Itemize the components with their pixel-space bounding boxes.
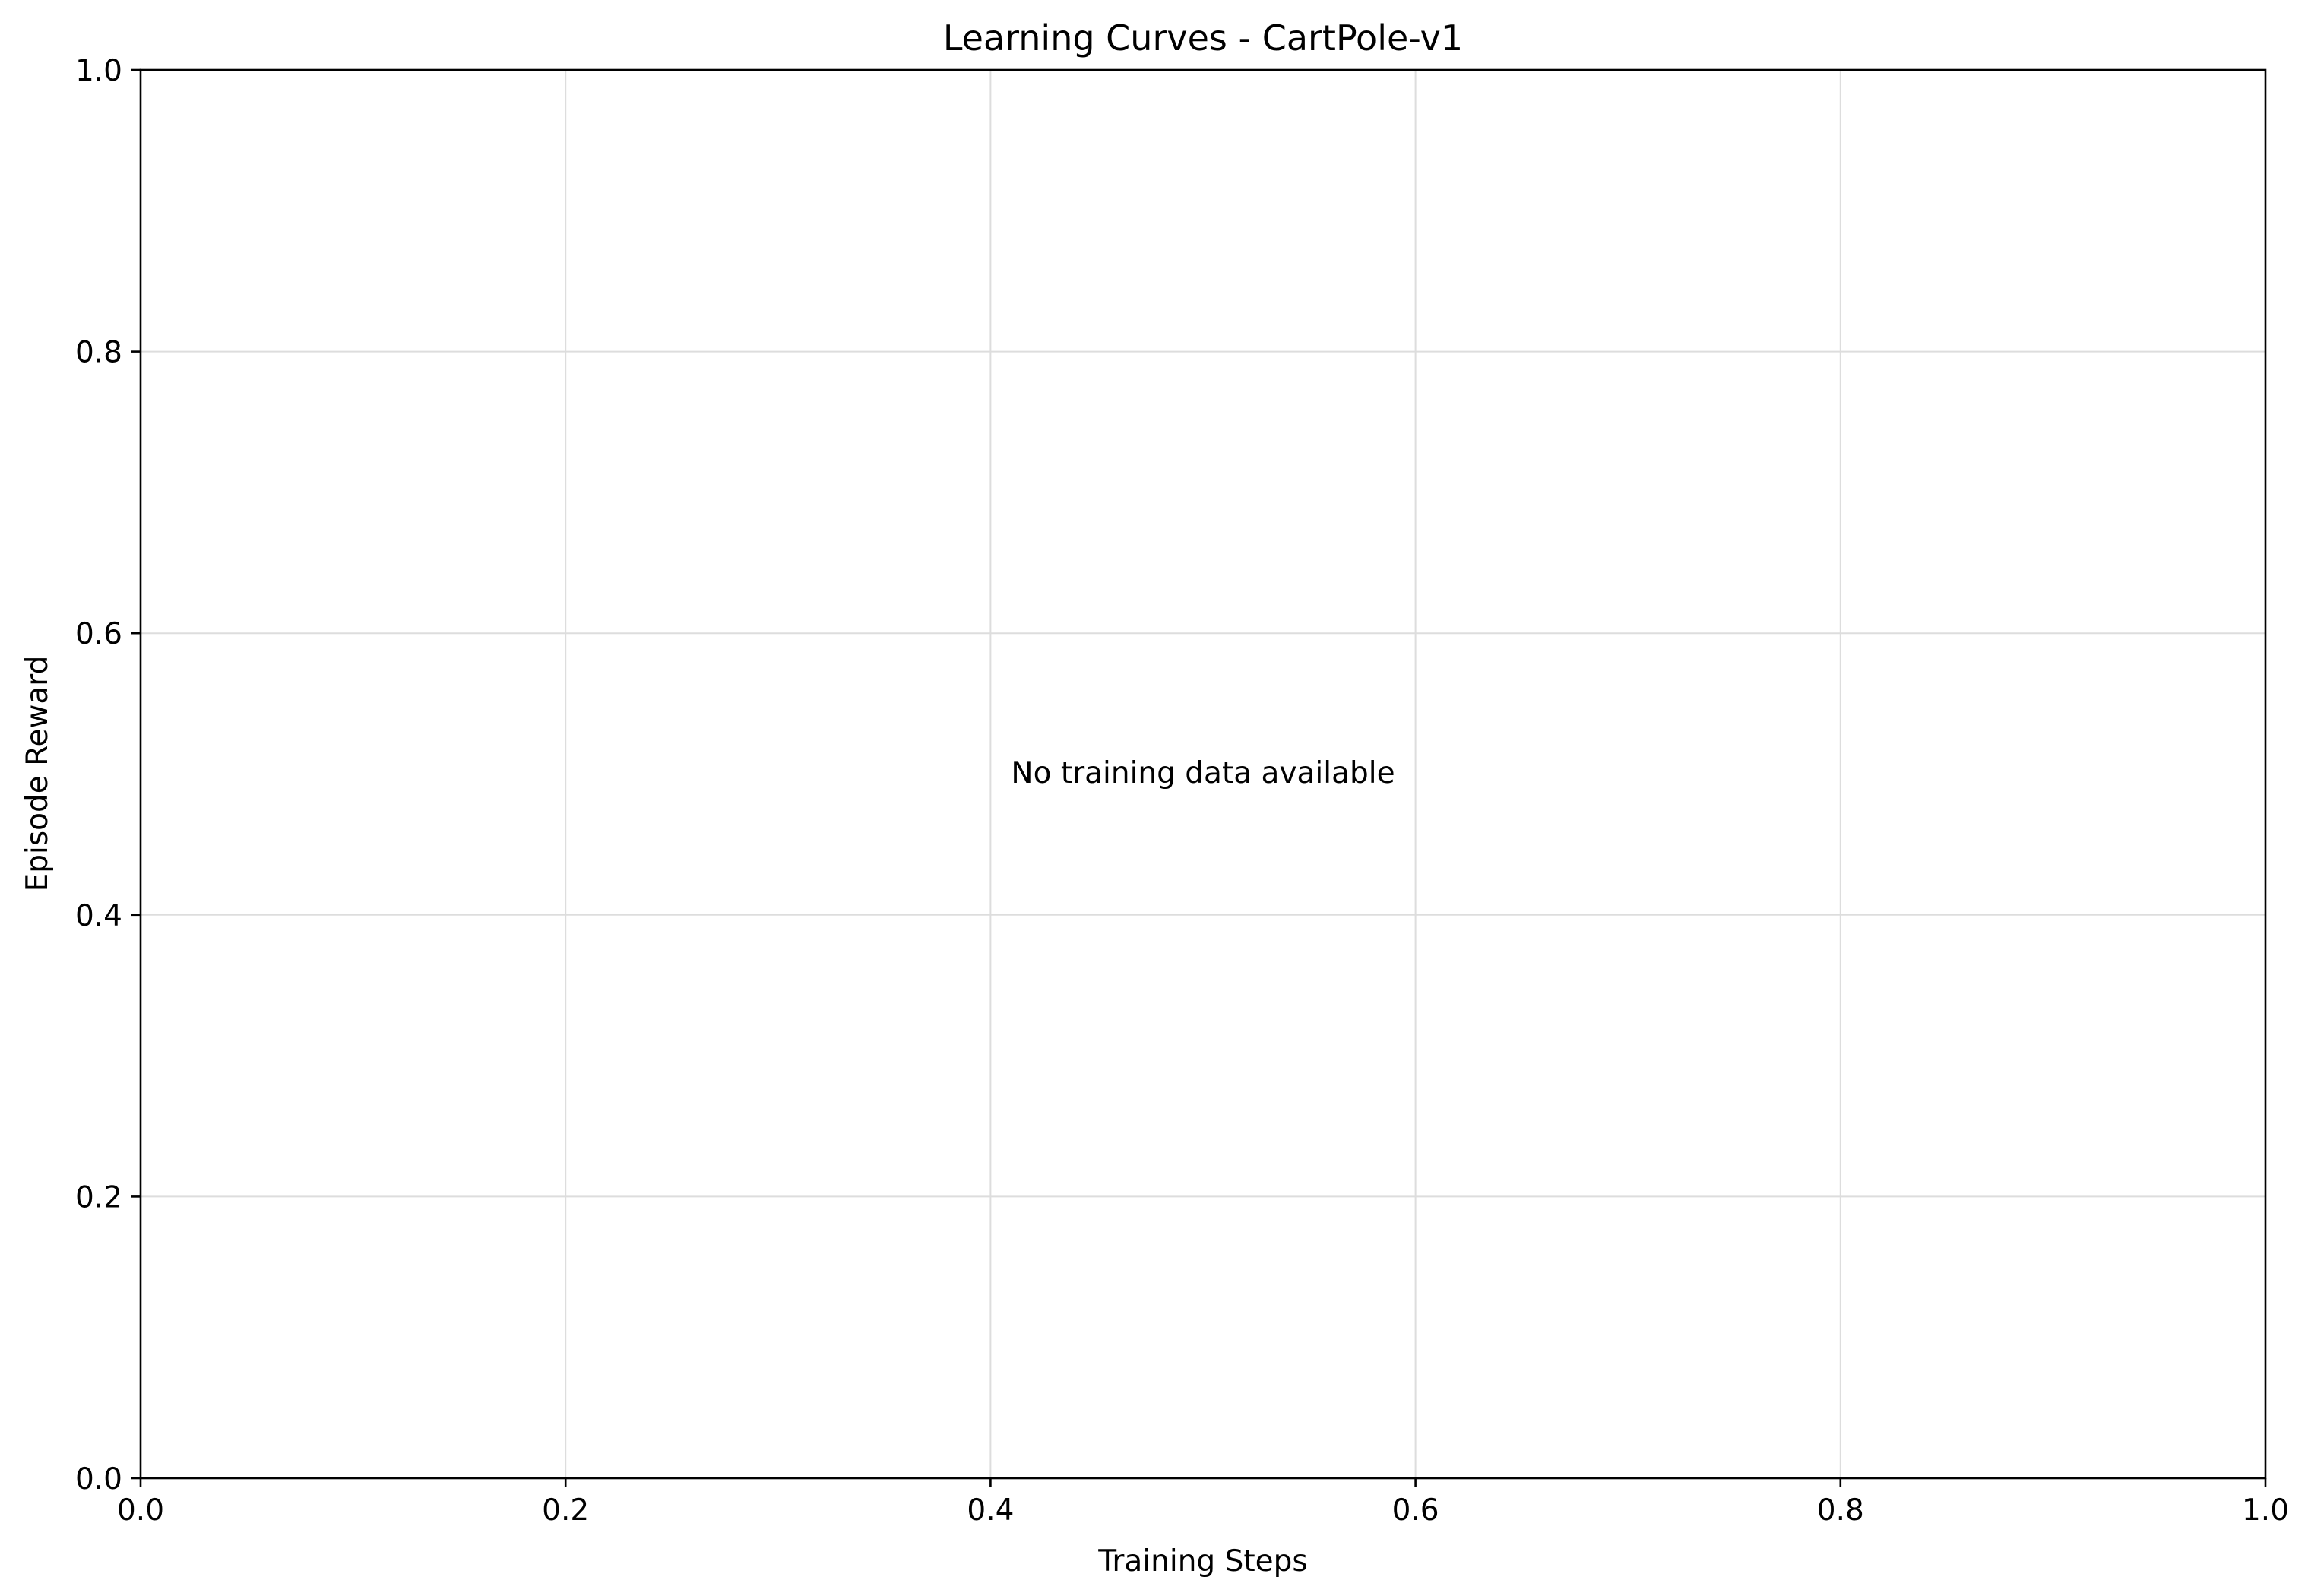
y-tick-label: 0.0	[75, 1462, 122, 1496]
x-axis-ticks: 0.0 0.2 0.4 0.6 0.8 1.0	[117, 1478, 2289, 1528]
y-tick-label: 1.0	[75, 54, 122, 88]
x-tick-label: 0.2	[542, 1493, 589, 1528]
x-tick-label: 0.0	[117, 1493, 164, 1528]
x-axis-label: Training Steps	[1097, 1544, 1307, 1579]
y-tick-label: 0.8	[75, 336, 122, 370]
no-data-annotation: No training data available	[1011, 756, 1395, 790]
y-axis-ticks: 0.0 0.2 0.4 0.6 0.8 1.0	[75, 54, 141, 1496]
y-tick-label: 0.2	[75, 1180, 122, 1214]
plot-area-frame	[139, 68, 2267, 1480]
y-tick-label: 0.6	[75, 617, 122, 651]
x-tick-label: 1.0	[2242, 1493, 2289, 1528]
chart-title: Learning Curves - CartPole-v1	[943, 17, 1463, 59]
x-tick-label: 0.6	[1392, 1493, 1439, 1528]
x-tick-label: 0.8	[1817, 1493, 1864, 1528]
y-tick-label: 0.4	[75, 899, 122, 933]
y-axis-label: Episode Reward	[21, 656, 55, 892]
x-tick-label: 0.4	[967, 1493, 1014, 1528]
